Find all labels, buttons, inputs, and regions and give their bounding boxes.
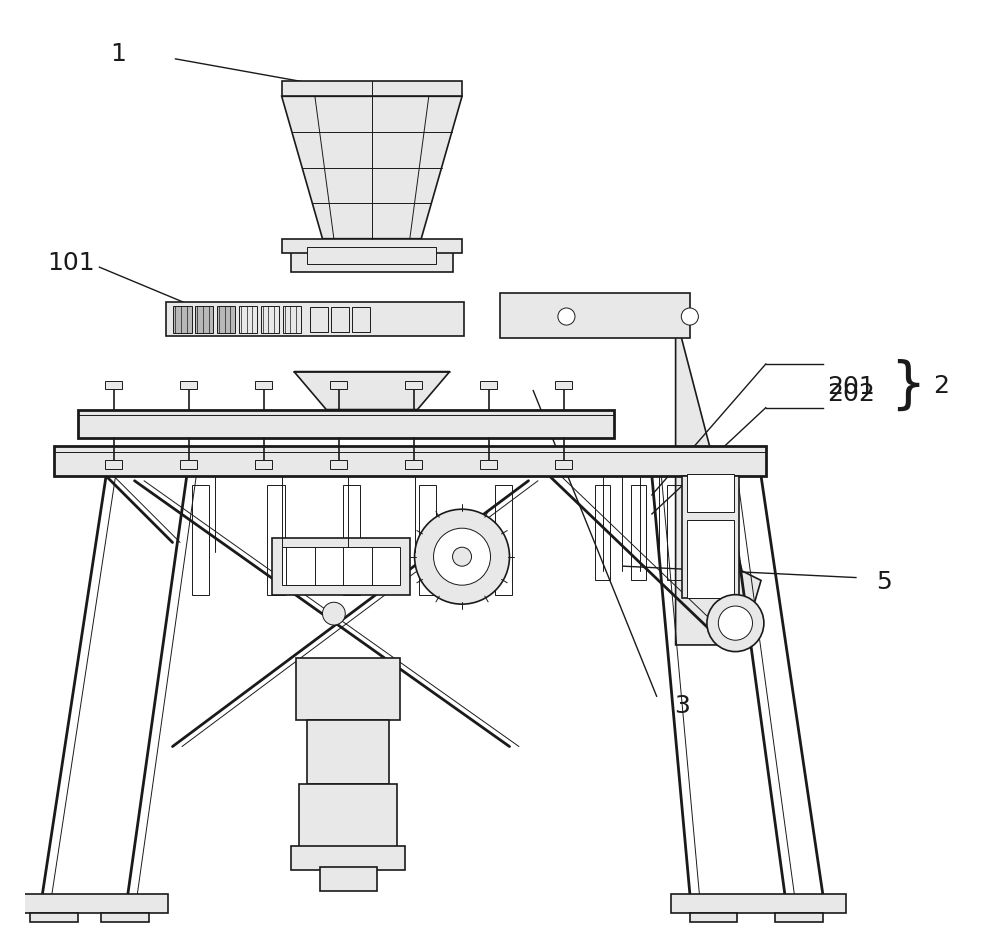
- Bar: [299, 784, 397, 849]
- Bar: [54, 446, 766, 476]
- Bar: [78, 409, 614, 438]
- Bar: [775, 913, 823, 922]
- Polygon shape: [294, 371, 450, 409]
- Bar: [217, 307, 235, 332]
- Circle shape: [707, 595, 764, 651]
- Text: 202: 202: [827, 382, 875, 406]
- Bar: [343, 486, 360, 595]
- Bar: [405, 381, 422, 388]
- Bar: [180, 381, 197, 388]
- Text: 2: 2: [933, 374, 949, 398]
- Circle shape: [322, 603, 345, 625]
- Bar: [11, 894, 168, 913]
- Bar: [192, 486, 209, 595]
- Text: 201: 201: [827, 375, 875, 400]
- Bar: [310, 307, 328, 331]
- Circle shape: [681, 308, 698, 325]
- Bar: [480, 381, 497, 388]
- Text: 101: 101: [47, 251, 95, 275]
- Text: }: }: [891, 359, 926, 413]
- Bar: [331, 307, 349, 331]
- Bar: [291, 242, 453, 272]
- Bar: [690, 913, 737, 922]
- Text: 1: 1: [110, 42, 126, 66]
- Bar: [282, 239, 462, 253]
- Bar: [283, 307, 301, 332]
- Bar: [195, 307, 213, 332]
- Bar: [296, 658, 400, 720]
- Bar: [101, 913, 149, 922]
- Polygon shape: [282, 96, 462, 239]
- Bar: [282, 547, 400, 585]
- Bar: [180, 460, 197, 469]
- Bar: [480, 460, 497, 469]
- Bar: [166, 303, 464, 336]
- Bar: [239, 307, 257, 332]
- Circle shape: [453, 547, 472, 566]
- Bar: [555, 460, 572, 469]
- Bar: [307, 248, 436, 265]
- Bar: [267, 486, 285, 595]
- Circle shape: [434, 528, 491, 585]
- Bar: [671, 894, 846, 913]
- Bar: [495, 486, 512, 595]
- Bar: [291, 846, 405, 870]
- Circle shape: [415, 509, 509, 605]
- Bar: [631, 486, 646, 581]
- Bar: [682, 476, 739, 598]
- Bar: [282, 81, 462, 96]
- Polygon shape: [676, 333, 761, 645]
- Bar: [555, 381, 572, 388]
- Bar: [405, 460, 422, 469]
- Bar: [330, 460, 347, 469]
- Bar: [255, 381, 272, 388]
- Circle shape: [558, 308, 575, 325]
- Bar: [500, 293, 690, 338]
- Bar: [255, 460, 272, 469]
- Bar: [307, 720, 389, 784]
- Bar: [272, 538, 410, 595]
- Bar: [352, 307, 370, 331]
- Bar: [320, 867, 377, 891]
- Bar: [30, 913, 78, 922]
- Text: 5: 5: [877, 570, 892, 594]
- Bar: [173, 307, 192, 332]
- Bar: [595, 486, 610, 581]
- Bar: [419, 486, 436, 595]
- Bar: [105, 381, 122, 388]
- Text: 3: 3: [674, 694, 690, 718]
- Bar: [687, 520, 734, 598]
- Bar: [667, 486, 682, 581]
- Bar: [330, 381, 347, 388]
- Circle shape: [718, 606, 752, 640]
- Bar: [105, 460, 122, 469]
- Bar: [687, 474, 734, 512]
- Bar: [261, 307, 279, 332]
